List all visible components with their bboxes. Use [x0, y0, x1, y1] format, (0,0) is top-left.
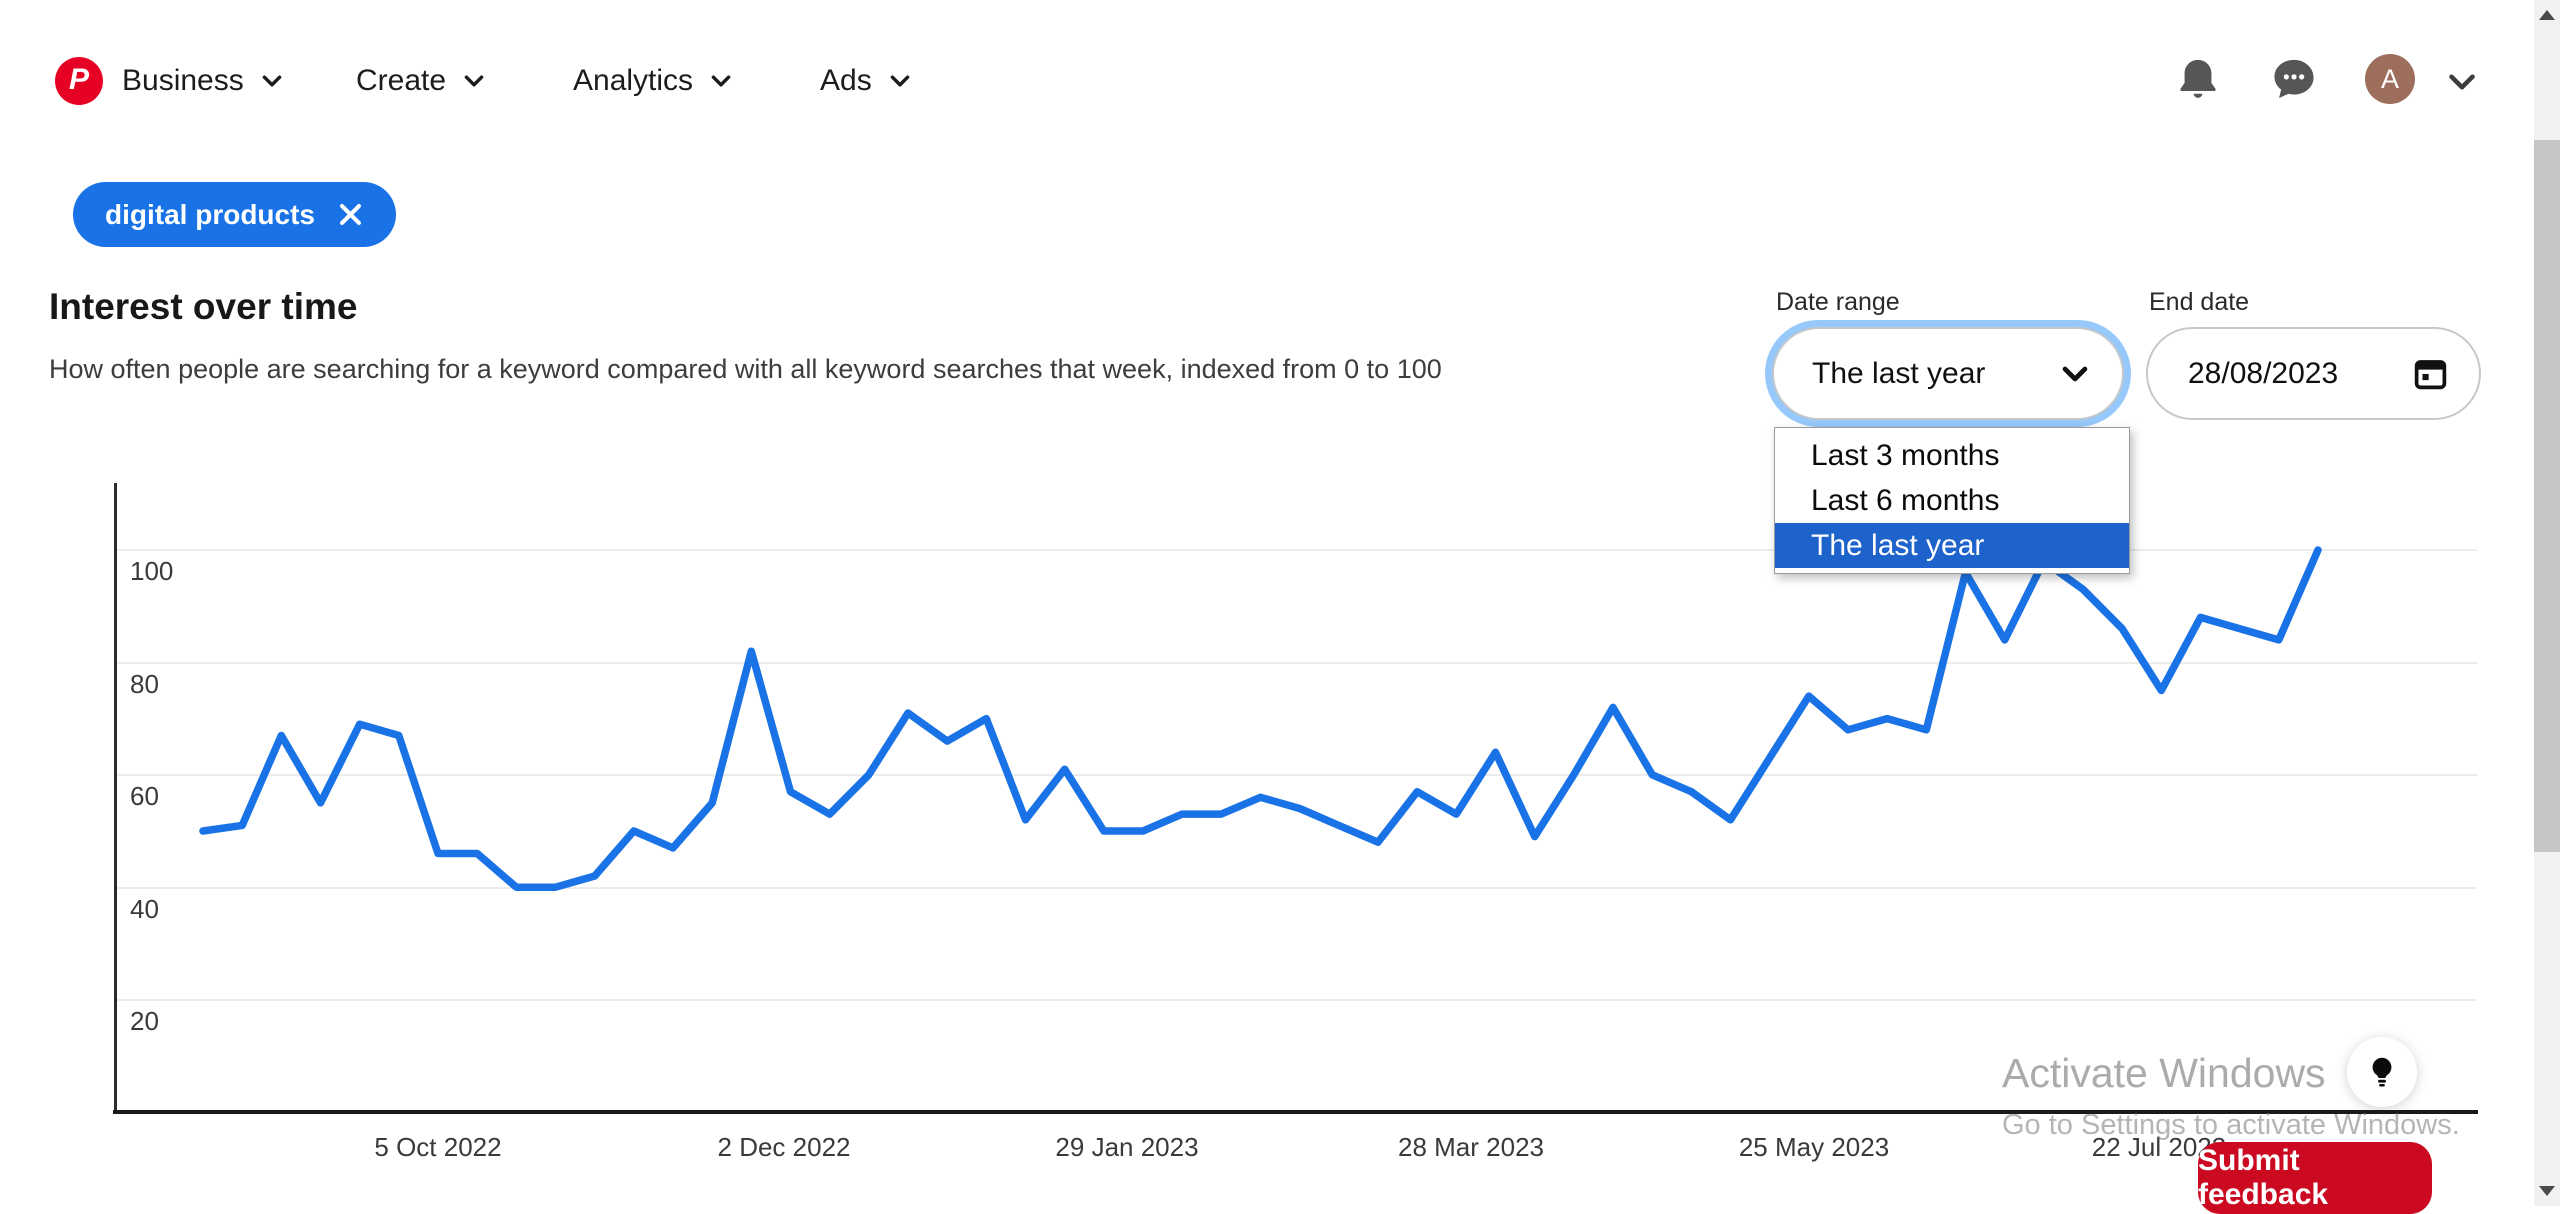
- activate-windows-settings-hint: Go to Settings to activate Windows.: [2002, 1109, 2460, 1142]
- page-title: Interest over time: [49, 286, 357, 328]
- lightbulb-icon: [2364, 1054, 2400, 1090]
- date-range-value: The last year: [1774, 357, 2058, 391]
- chevron-down-icon: [259, 68, 285, 94]
- date-range-dropdown: Last 3 months Last 6 months The last yea…: [1774, 427, 2130, 574]
- trend-line: [203, 550, 2318, 887]
- nav-business-label: Business: [122, 64, 244, 98]
- close-icon[interactable]: [337, 201, 364, 228]
- chevron-down-icon: [708, 68, 734, 94]
- x-tick-label: 25 May 2023: [1739, 1132, 1889, 1163]
- nav-analytics-label: Analytics: [573, 64, 693, 98]
- tips-button[interactable]: [2347, 1037, 2417, 1107]
- keyword-chip-label: digital products: [105, 199, 315, 231]
- end-date-label: End date: [2149, 288, 2249, 316]
- y-tick-label: 100: [130, 556, 173, 587]
- submit-feedback-label: Submit feedback: [2198, 1144, 2432, 1212]
- avatar-letter: A: [2381, 64, 2399, 95]
- calendar-icon[interactable]: [2412, 355, 2449, 392]
- nav-analytics-menu[interactable]: Analytics: [573, 58, 734, 104]
- bell-icon[interactable]: [2175, 56, 2221, 102]
- nav-ads-menu[interactable]: Ads: [820, 58, 913, 104]
- x-tick-label: 2 Dec 2022: [718, 1132, 851, 1163]
- nav-ads-label: Ads: [820, 64, 872, 98]
- pinterest-logo-letter: P: [69, 63, 89, 97]
- y-tick-label: 20: [130, 1006, 159, 1037]
- date-range-label: Date range: [1776, 288, 1900, 316]
- pinterest-logo-icon[interactable]: P: [55, 57, 103, 105]
- option-last-3-months[interactable]: Last 3 months: [1775, 433, 2129, 478]
- page-subtitle: How often people are searching for a key…: [49, 354, 1442, 385]
- gridline-60: [115, 774, 2477, 776]
- activate-windows-watermark: Activate Windows: [2002, 1050, 2326, 1097]
- keyword-chip[interactable]: digital products: [73, 182, 396, 247]
- chevron-down-icon: [2058, 357, 2092, 391]
- avatar[interactable]: A: [2365, 54, 2415, 104]
- submit-feedback-button[interactable]: Submit feedback: [2198, 1142, 2432, 1214]
- end-date-input[interactable]: 28/08/2023: [2146, 327, 2481, 420]
- nav-create-label: Create: [356, 64, 446, 98]
- scroll-up-arrow-icon[interactable]: [2539, 10, 2555, 20]
- end-date-value: 28/08/2023: [2148, 357, 2412, 391]
- y-tick-label: 40: [130, 894, 159, 925]
- scroll-down-arrow-icon[interactable]: [2539, 1186, 2555, 1196]
- x-tick-label: 5 Oct 2022: [374, 1132, 501, 1163]
- y-axis-line: [114, 483, 117, 1113]
- gridline-80: [115, 662, 2477, 664]
- gridline-40: [115, 887, 2477, 889]
- chevron-down-icon: [461, 68, 487, 94]
- date-range-select[interactable]: The last year: [1772, 327, 2124, 420]
- gridline-20: [115, 999, 2477, 1001]
- scrollbar-thumb[interactable]: [2534, 140, 2560, 852]
- option-the-last-year[interactable]: The last year: [1775, 523, 2129, 568]
- option-last-6-months[interactable]: Last 6 months: [1775, 478, 2129, 523]
- chat-icon[interactable]: [2271, 56, 2317, 102]
- nav-business-menu[interactable]: Business: [122, 58, 285, 104]
- x-tick-label: 28 Mar 2023: [1398, 1132, 1544, 1163]
- y-tick-label: 60: [130, 781, 159, 812]
- chevron-down-icon: [887, 68, 913, 94]
- account-chevron-down-icon[interactable]: [2444, 64, 2480, 100]
- nav-create-menu[interactable]: Create: [356, 58, 487, 104]
- y-tick-label: 80: [130, 669, 159, 700]
- x-tick-label: 29 Jan 2023: [1055, 1132, 1198, 1163]
